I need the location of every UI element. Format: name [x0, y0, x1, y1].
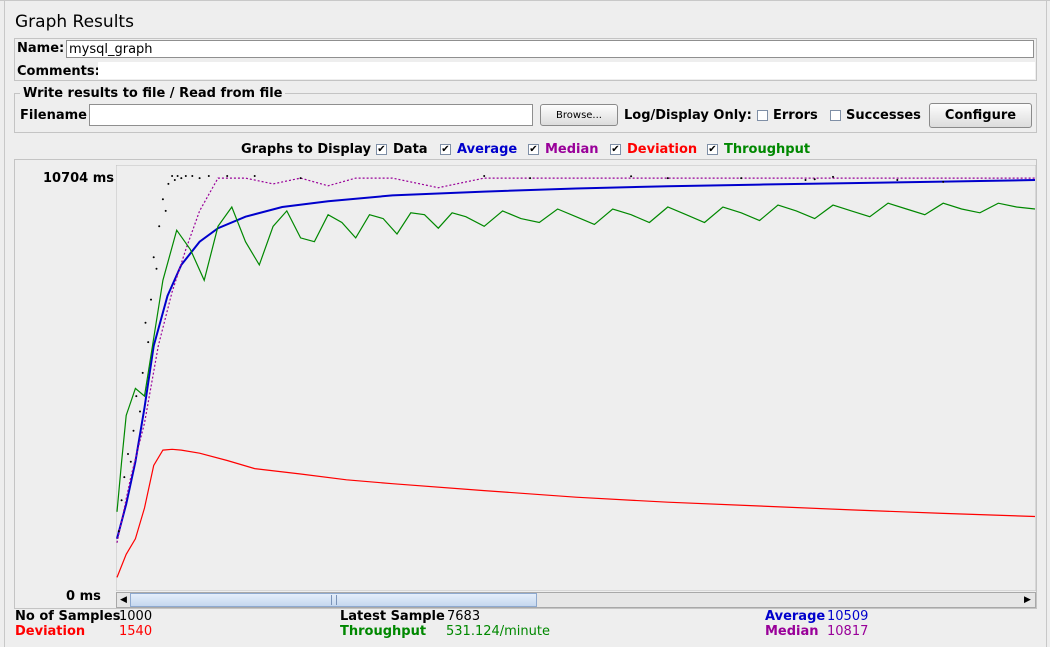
scrollbar-grip-icon — [331, 595, 337, 605]
latest-sample-label: Latest Sample — [340, 609, 445, 624]
average-checkbox[interactable]: ✔ — [440, 144, 451, 155]
throughput-stat-label: Throughput — [340, 624, 427, 639]
deviation-series-line — [116, 448, 1036, 578]
average-label[interactable]: Average — [457, 142, 518, 157]
data-label[interactable]: Data — [393, 142, 428, 157]
data-point — [147, 341, 150, 344]
throughput-value: 531.124/minute — [446, 624, 550, 639]
data-point — [253, 175, 256, 177]
name-comments-panel — [14, 38, 1037, 81]
samples-label: No of Samples — [15, 609, 121, 624]
successes-label[interactable]: Successes — [846, 108, 921, 123]
frame-border — [0, 0, 1050, 1]
median-label[interactable]: Median — [545, 142, 599, 157]
median-checkbox[interactable]: ✔ — [528, 144, 539, 155]
data-point — [141, 371, 144, 374]
data-point — [150, 298, 152, 301]
data-checkbox[interactable]: ✔ — [376, 144, 387, 155]
data-point — [483, 175, 486, 177]
average-stat-label: Average — [765, 609, 826, 624]
scroll-left-arrow-icon[interactable]: ◀ — [120, 595, 127, 605]
deviation-value: 1540 — [119, 624, 153, 639]
name-label: Name: — [17, 41, 65, 56]
data-point — [529, 177, 532, 180]
data-point — [832, 175, 834, 178]
errors-label[interactable]: Errors — [773, 108, 818, 123]
average-series-line — [116, 179, 1036, 540]
data-point — [740, 177, 743, 180]
data-point — [198, 177, 201, 180]
latest-sample-value: 7683 — [447, 609, 481, 624]
average-value: 10509 — [827, 609, 869, 624]
median-value: 10817 — [827, 624, 869, 639]
data-point — [123, 476, 126, 479]
data-point — [176, 175, 179, 177]
browse-button[interactable]: Browse... — [540, 104, 618, 126]
samples-value: 1000 — [119, 609, 153, 624]
chart-panel — [14, 159, 1037, 609]
data-point — [164, 209, 167, 212]
filename-input[interactable] — [89, 104, 533, 126]
file-panel-legend: Write results to file / Read from file — [20, 86, 286, 101]
comments-field[interactable] — [98, 62, 1035, 79]
successes-checkbox[interactable] — [830, 110, 841, 121]
data-point — [139, 410, 141, 413]
name-input[interactable] — [66, 40, 1034, 58]
errors-checkbox[interactable] — [757, 110, 768, 121]
data-point — [120, 499, 123, 502]
data-point — [630, 175, 633, 178]
data-point — [135, 395, 138, 398]
data-point — [144, 321, 147, 324]
log-display-label: Log/Display Only: — [624, 108, 752, 123]
throughput-checkbox[interactable]: ✔ — [707, 144, 718, 155]
data-point — [804, 179, 807, 181]
throughput-series-line — [116, 202, 1036, 512]
data-point — [132, 429, 135, 432]
y-axis-min-label: 0 ms — [66, 589, 101, 604]
deviation-stat-label: Deviation — [15, 624, 86, 639]
y-axis-max-label: 10704 ms — [43, 171, 115, 186]
file-panel — [14, 93, 1037, 133]
data-point — [127, 453, 129, 455]
filename-label: Filename — [20, 108, 87, 123]
frame-border — [4, 0, 5, 647]
median-series-line — [116, 177, 1035, 543]
data-point — [161, 198, 164, 201]
data-point — [813, 178, 816, 181]
data-point — [207, 175, 210, 177]
data-point — [896, 179, 899, 181]
data-point — [152, 256, 155, 259]
throughput-label[interactable]: Throughput — [724, 142, 811, 157]
data-point — [184, 175, 187, 177]
data-point — [155, 267, 158, 270]
graph-plot-area — [116, 165, 1036, 591]
comments-label: Comments: — [17, 64, 100, 79]
configure-button[interactable]: Configure — [929, 103, 1032, 128]
graphs-to-display-label: Graphs to Display — [241, 142, 371, 157]
plot-background — [116, 165, 1036, 591]
median-stat-label: Median — [765, 624, 819, 639]
data-point — [129, 460, 132, 463]
data-point — [191, 175, 194, 177]
deviation-label[interactable]: Deviation — [627, 142, 698, 157]
data-point — [299, 177, 302, 180]
data-point — [158, 225, 161, 228]
page-title: Graph Results — [15, 12, 134, 32]
data-point — [171, 175, 174, 177]
data-point — [167, 182, 170, 185]
data-point — [666, 177, 669, 180]
data-point — [117, 530, 120, 533]
data-point — [226, 175, 229, 177]
scroll-right-arrow-icon[interactable]: ▶ — [1024, 595, 1031, 605]
scrollbar-thumb[interactable] — [130, 593, 537, 607]
data-point — [173, 179, 176, 181]
data-point — [942, 180, 945, 183]
deviation-checkbox[interactable]: ✔ — [610, 144, 621, 155]
data-point — [180, 177, 183, 180]
frame-border — [1046, 0, 1047, 647]
